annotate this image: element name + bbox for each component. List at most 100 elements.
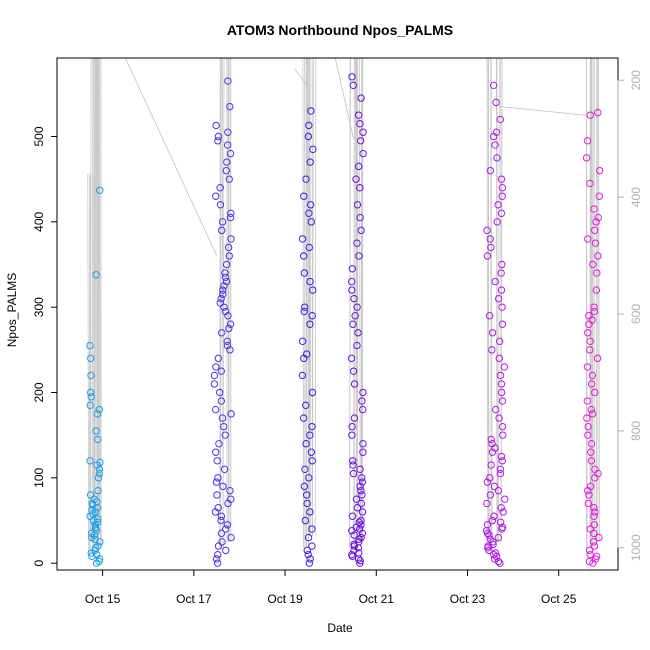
data-point <box>214 542 223 550</box>
data-point <box>210 371 219 380</box>
data-point <box>298 337 307 346</box>
flight-track-line <box>490 57 493 548</box>
data-point <box>593 269 601 277</box>
data-point <box>495 354 503 363</box>
data-point <box>348 277 356 286</box>
data-point <box>221 307 230 316</box>
data-point <box>298 235 307 243</box>
data-point <box>227 235 235 243</box>
data-point <box>355 535 363 543</box>
data-point <box>223 158 231 166</box>
data-point <box>586 346 594 354</box>
data-point <box>358 478 367 486</box>
data-point <box>485 312 494 320</box>
data-point <box>95 557 103 566</box>
data-point <box>218 226 226 235</box>
data-point <box>590 307 599 316</box>
data-point <box>359 405 367 414</box>
data-point <box>499 431 507 439</box>
data-point <box>595 533 603 542</box>
data-point <box>354 555 363 563</box>
data-point <box>300 269 308 277</box>
data-point <box>353 201 362 209</box>
data-point <box>225 175 233 183</box>
y-tick-label: 400 <box>32 212 46 232</box>
data-point <box>212 478 221 486</box>
data-point <box>350 531 358 539</box>
data-point <box>94 486 102 495</box>
flight-track-line <box>498 57 500 542</box>
data-point <box>488 346 496 354</box>
data-point <box>87 354 95 363</box>
data-point <box>498 184 507 192</box>
data-point <box>226 346 234 354</box>
data-point <box>305 243 313 252</box>
data-point <box>491 549 500 557</box>
data-point <box>497 504 505 512</box>
data-point <box>586 111 594 119</box>
data-point <box>300 482 309 491</box>
data-point <box>595 166 604 175</box>
data-point <box>218 329 226 337</box>
data-point <box>586 550 594 559</box>
data-point <box>592 552 601 561</box>
data-point <box>227 209 235 218</box>
flight-track-layer <box>87 57 600 554</box>
data-point <box>303 499 311 508</box>
data-point <box>301 465 309 474</box>
data-point <box>590 205 598 213</box>
data-point <box>88 552 96 561</box>
data-point <box>490 550 498 559</box>
data-point <box>221 431 229 439</box>
data-point <box>222 546 230 555</box>
flight-track-line <box>88 173 91 554</box>
data-point <box>487 243 495 252</box>
data-point <box>592 218 600 226</box>
data-point <box>211 405 220 414</box>
data-point <box>499 508 507 516</box>
data-point <box>588 371 597 380</box>
data-point <box>590 512 598 520</box>
data-point <box>216 299 224 307</box>
data-point <box>483 252 492 260</box>
y-tick-label: 0 <box>32 560 46 567</box>
data-point <box>356 559 364 567</box>
data-point <box>306 277 314 286</box>
data-point <box>500 363 509 371</box>
data-point <box>225 252 233 260</box>
data-point <box>227 410 235 418</box>
data-point <box>487 435 495 444</box>
data-point <box>93 410 102 418</box>
data-point <box>353 303 361 311</box>
data-point <box>498 422 507 431</box>
data-point <box>350 380 359 388</box>
data-point <box>584 235 592 243</box>
data-point <box>355 162 363 171</box>
data-point <box>302 440 310 448</box>
data-point <box>355 538 363 546</box>
data-point <box>496 518 505 526</box>
data-point <box>488 440 496 448</box>
data-point <box>498 303 506 311</box>
data-point <box>359 128 367 136</box>
data-point <box>216 201 225 209</box>
data-point <box>304 533 313 542</box>
data-point <box>490 482 499 491</box>
data-point <box>348 265 357 273</box>
data-point <box>87 393 95 401</box>
data-point <box>584 329 592 337</box>
data-point <box>308 457 316 465</box>
data-point <box>306 158 314 166</box>
data-point <box>590 521 598 529</box>
data-point <box>307 218 315 226</box>
data-point <box>352 175 360 183</box>
data-point <box>302 175 310 183</box>
flight-track-line <box>598 57 600 542</box>
data-point <box>356 213 364 222</box>
data-point <box>94 542 102 550</box>
data-point <box>486 474 494 482</box>
data-point <box>498 260 506 269</box>
data-point <box>217 294 225 303</box>
flight-track-line <box>353 57 355 548</box>
data-point <box>213 559 222 567</box>
